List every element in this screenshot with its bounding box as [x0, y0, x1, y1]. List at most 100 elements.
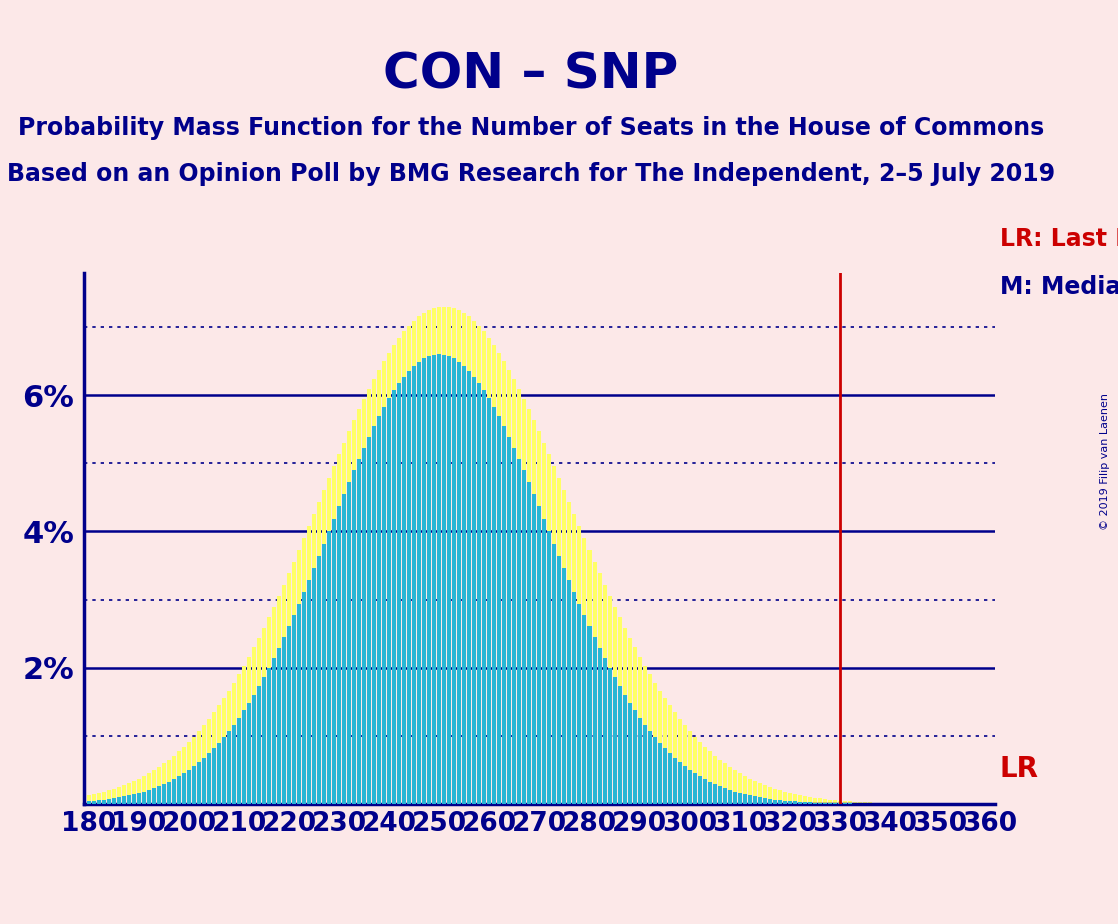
- Bar: [587, 626, 591, 804]
- Bar: [357, 459, 361, 804]
- Bar: [117, 787, 121, 804]
- Bar: [423, 313, 426, 804]
- Bar: [688, 770, 692, 804]
- Bar: [338, 506, 341, 804]
- Bar: [237, 718, 241, 804]
- Text: 180: 180: [61, 811, 116, 837]
- Bar: [788, 801, 792, 804]
- Bar: [752, 781, 757, 804]
- Bar: [627, 638, 632, 804]
- Bar: [357, 409, 361, 804]
- Bar: [518, 459, 521, 804]
- Bar: [127, 796, 131, 804]
- Text: © 2019 Filip van Laenen: © 2019 Filip van Laenen: [1100, 394, 1109, 530]
- Bar: [613, 677, 616, 804]
- Text: M: Median: M: Median: [999, 275, 1118, 299]
- Bar: [97, 793, 101, 804]
- Bar: [482, 391, 486, 804]
- Text: 360: 360: [963, 811, 1017, 837]
- Bar: [202, 758, 206, 804]
- Bar: [267, 617, 271, 804]
- Bar: [738, 793, 741, 804]
- Bar: [172, 756, 176, 804]
- Bar: [182, 773, 186, 804]
- Bar: [748, 796, 751, 804]
- Bar: [453, 359, 456, 804]
- Bar: [817, 803, 822, 804]
- Text: 300: 300: [662, 811, 717, 837]
- Bar: [633, 647, 636, 804]
- Bar: [653, 683, 656, 804]
- Bar: [302, 539, 306, 804]
- Bar: [528, 409, 531, 804]
- Bar: [92, 800, 96, 804]
- Bar: [197, 731, 201, 804]
- Bar: [502, 426, 506, 804]
- Bar: [722, 763, 727, 804]
- Bar: [377, 370, 381, 804]
- Text: Based on an Opinion Poll by BMG Research for The Independent, 2–5 July 2019: Based on an Opinion Poll by BMG Research…: [7, 162, 1055, 186]
- Bar: [413, 321, 416, 804]
- Bar: [257, 686, 262, 804]
- Bar: [122, 796, 126, 804]
- Bar: [492, 407, 496, 804]
- Bar: [182, 747, 186, 804]
- Bar: [328, 479, 331, 804]
- Bar: [637, 718, 642, 804]
- Bar: [362, 447, 367, 804]
- Bar: [522, 470, 527, 804]
- Bar: [823, 803, 827, 804]
- Bar: [683, 766, 686, 804]
- Text: LR: LR: [999, 755, 1039, 783]
- Bar: [762, 798, 767, 804]
- Bar: [512, 447, 517, 804]
- Bar: [853, 802, 856, 804]
- Bar: [212, 748, 216, 804]
- Bar: [187, 770, 191, 804]
- Bar: [132, 781, 136, 804]
- Bar: [217, 706, 221, 804]
- Bar: [237, 675, 241, 804]
- Bar: [572, 515, 577, 804]
- Bar: [482, 332, 486, 804]
- Bar: [722, 788, 727, 804]
- Bar: [627, 703, 632, 804]
- Bar: [292, 562, 296, 804]
- Bar: [312, 568, 316, 804]
- Bar: [192, 736, 196, 804]
- Bar: [423, 359, 426, 804]
- Bar: [463, 313, 466, 804]
- Bar: [112, 789, 116, 804]
- Bar: [663, 748, 666, 804]
- Bar: [827, 799, 832, 804]
- Bar: [502, 360, 506, 804]
- Bar: [247, 657, 252, 804]
- Bar: [768, 799, 771, 804]
- Bar: [693, 773, 697, 804]
- Bar: [472, 376, 476, 804]
- Text: 350: 350: [912, 811, 967, 837]
- Bar: [342, 443, 347, 804]
- Text: 310: 310: [712, 811, 767, 837]
- Bar: [277, 596, 281, 804]
- Bar: [492, 345, 496, 804]
- Bar: [297, 550, 301, 804]
- Bar: [603, 658, 607, 804]
- Bar: [87, 795, 91, 804]
- Text: LR: Last Result: LR: Last Result: [999, 227, 1118, 251]
- Bar: [762, 785, 767, 804]
- Bar: [433, 309, 436, 804]
- Bar: [433, 355, 436, 804]
- Bar: [742, 795, 747, 804]
- Bar: [613, 607, 616, 804]
- Bar: [678, 719, 682, 804]
- Bar: [427, 356, 432, 804]
- Bar: [197, 762, 201, 804]
- Bar: [292, 615, 296, 804]
- Text: Probability Mass Function for the Number of Seats in the House of Commons: Probability Mass Function for the Number…: [18, 116, 1044, 140]
- Bar: [783, 800, 787, 804]
- Bar: [702, 779, 707, 804]
- Bar: [693, 736, 697, 804]
- Bar: [177, 751, 181, 804]
- Text: 240: 240: [362, 811, 417, 837]
